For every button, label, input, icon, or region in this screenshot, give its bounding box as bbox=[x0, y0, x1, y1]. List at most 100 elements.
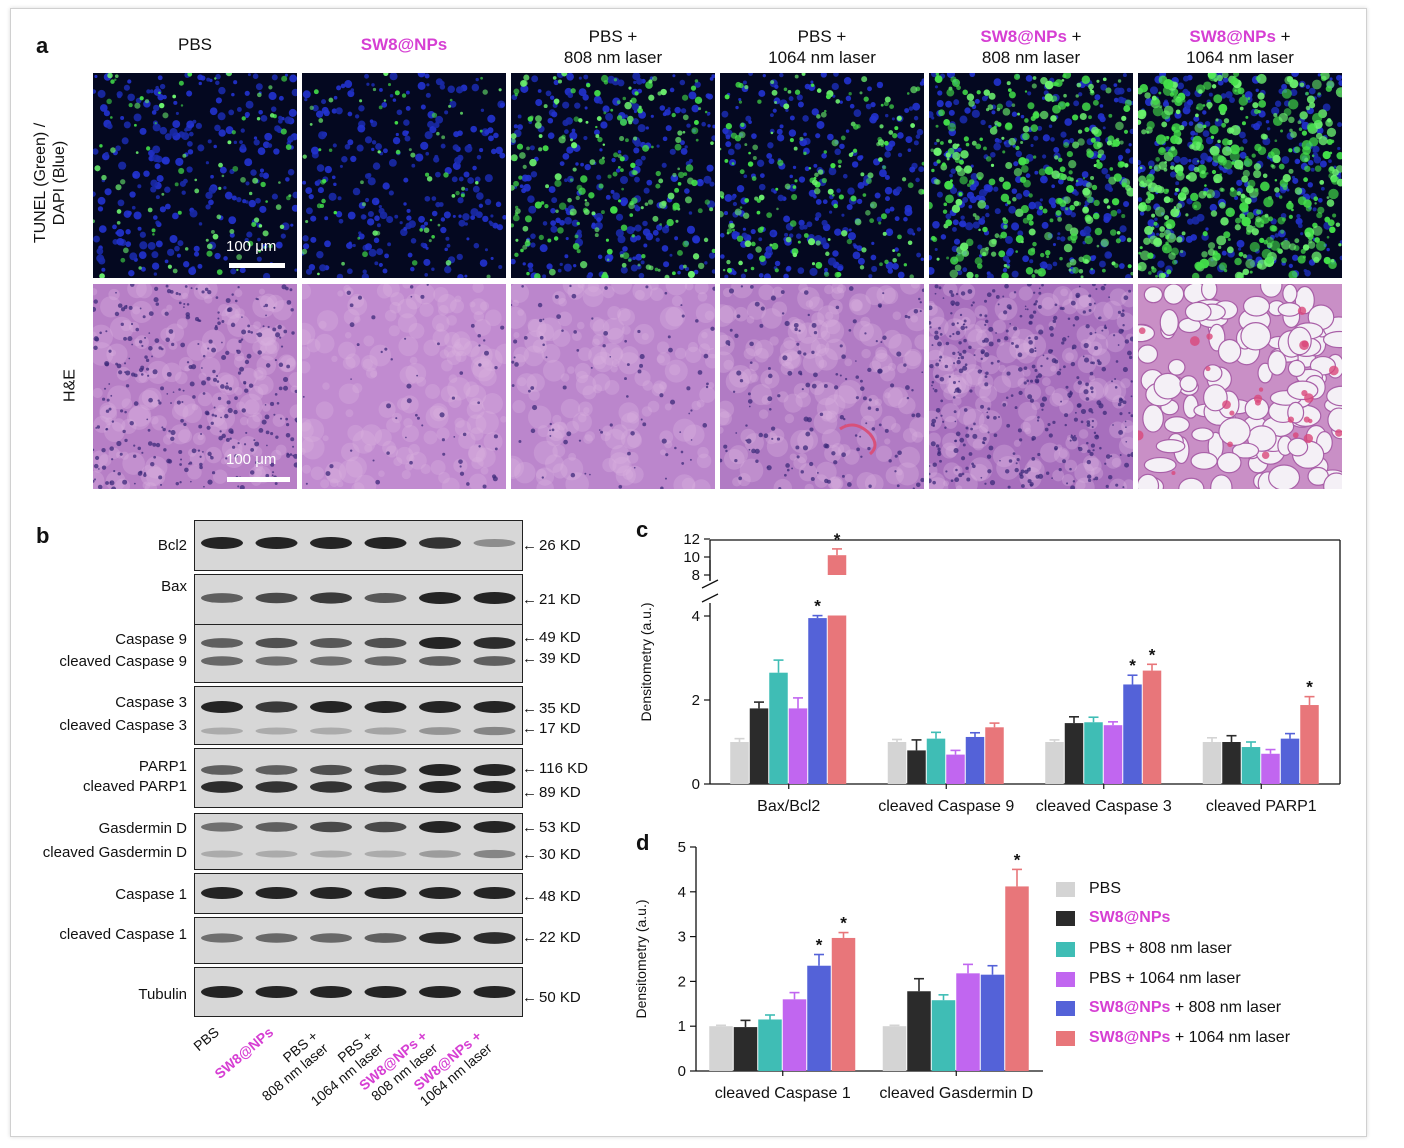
bar bbox=[788, 708, 808, 784]
bar bbox=[1064, 723, 1084, 784]
y-tick-label: 12 bbox=[683, 531, 700, 548]
y-tick-label: 0 bbox=[692, 776, 700, 793]
bar bbox=[926, 738, 946, 784]
panel-label-b: b bbox=[36, 523, 50, 548]
axis-break-mark bbox=[701, 579, 719, 589]
scale-bar-label-tunel: 100 μm bbox=[226, 238, 277, 255]
significance-star: * bbox=[1129, 656, 1136, 675]
bar bbox=[980, 974, 1005, 1071]
y-tick-label: 4 bbox=[678, 884, 686, 901]
arrow-left-icon: ← bbox=[522, 591, 537, 608]
kd-label: 39 KD bbox=[539, 650, 581, 667]
legend-swatch bbox=[1056, 941, 1075, 957]
arrow-left-icon: ← bbox=[522, 989, 537, 1006]
legend-label: PBS bbox=[1089, 880, 1122, 897]
protein-label: cleaved Caspase 9 bbox=[59, 653, 187, 670]
column-title-main: PBS + bbox=[588, 27, 638, 46]
protein-label: cleaved Caspase 3 bbox=[59, 717, 187, 734]
bar bbox=[1300, 705, 1319, 784]
bar bbox=[769, 672, 788, 784]
bar bbox=[827, 555, 847, 575]
bar bbox=[907, 991, 931, 1071]
bar bbox=[733, 1027, 758, 1071]
legend-swatch bbox=[1056, 1000, 1075, 1016]
bar bbox=[1103, 725, 1123, 784]
blot-strip bbox=[194, 520, 523, 571]
column-title-main: PBS bbox=[177, 35, 213, 54]
kd-marker: ← 39 KD bbox=[522, 650, 581, 667]
bar bbox=[1142, 670, 1162, 784]
arrow-left-icon: ← bbox=[522, 700, 537, 717]
y-axis-label: Densitometry (a.u.) bbox=[638, 602, 654, 721]
bar bbox=[907, 750, 926, 784]
blot-strip bbox=[194, 813, 523, 870]
legend-item: SW8@NPs + 808 nm laser bbox=[1056, 997, 1281, 1019]
y-tick-label: 8 bbox=[692, 567, 700, 584]
legend-swatch bbox=[1056, 910, 1075, 926]
kd-marker: ← 116 KD bbox=[522, 760, 588, 777]
legend-label-highlight: SW8@NPs bbox=[1089, 909, 1171, 926]
blot-strip bbox=[194, 967, 523, 1017]
column-title-line1: SW8@NPs + bbox=[1140, 26, 1340, 47]
legend-label: + 1064 nm laser bbox=[1170, 1029, 1291, 1046]
legend-swatch bbox=[1056, 1030, 1075, 1046]
tunel-image bbox=[720, 73, 924, 278]
kd-label: 26 KD bbox=[539, 537, 581, 554]
he-image bbox=[302, 284, 506, 489]
bar bbox=[946, 754, 965, 784]
x-tick-label: cleaved Caspase 1 bbox=[715, 1085, 851, 1102]
blot-strip bbox=[194, 686, 523, 745]
legend-item: SW8@NPs + 1064 nm laser bbox=[1056, 1027, 1290, 1049]
column-title-line1: SW8@NPs + bbox=[931, 26, 1131, 47]
significance-star: * bbox=[1306, 678, 1313, 697]
column-title-line1: PBS + bbox=[722, 26, 922, 47]
column-title-line2: 1064 nm laser bbox=[768, 48, 876, 67]
bar bbox=[882, 1026, 907, 1071]
protein-label: PARP1 bbox=[138, 758, 187, 775]
blot-strip bbox=[194, 873, 523, 914]
chart-d: 0 1 2 3 4 5 Densitometry (a.u.) * * cleaved Caspa… bbox=[633, 839, 1043, 1102]
bar bbox=[931, 1000, 956, 1071]
protein-label: Gasdermin D bbox=[98, 820, 187, 837]
scale-bar-label-he: 100 μm bbox=[226, 451, 277, 468]
tunel-image bbox=[93, 73, 297, 278]
kd-marker: ← 17 KD bbox=[522, 720, 581, 737]
scale-bar-tunel bbox=[229, 263, 285, 268]
column-title-main: SW8@NPs bbox=[980, 27, 1067, 46]
arrow-left-icon: ← bbox=[522, 846, 537, 863]
arrow-left-icon: ← bbox=[522, 888, 537, 905]
arrow-left-icon: ← bbox=[522, 629, 537, 646]
arrow-left-icon: ← bbox=[522, 819, 537, 836]
x-tick-label: cleaved Caspase 3 bbox=[1036, 798, 1172, 815]
kd-label: 116 KD bbox=[539, 760, 588, 777]
legend-swatch bbox=[1056, 881, 1075, 897]
bar bbox=[887, 742, 907, 784]
legend-item: PBS + 808 nm laser bbox=[1056, 938, 1232, 960]
significance-star: * bbox=[834, 530, 841, 549]
bar bbox=[1261, 753, 1280, 784]
column-title-main: PBS + bbox=[797, 27, 847, 46]
kd-label: 50 KD bbox=[539, 989, 581, 1006]
arrow-left-icon: ← bbox=[522, 720, 537, 737]
significance-star: * bbox=[1014, 850, 1021, 869]
arrow-left-icon: ← bbox=[522, 784, 537, 801]
legend-item: SW8@NPs bbox=[1056, 907, 1170, 929]
column-title-line2: 808 nm laser bbox=[563, 48, 663, 67]
kd-label: 21 KD bbox=[539, 591, 581, 608]
column-title-main: SW8@NPs bbox=[1189, 27, 1276, 46]
column-title-line2: 1064 nm laser bbox=[1186, 48, 1294, 67]
he-image bbox=[511, 284, 715, 489]
column-title-suffix: + bbox=[1066, 27, 1082, 46]
kd-label: 35 KD bbox=[539, 700, 581, 717]
kd-label: 49 KD bbox=[539, 629, 581, 646]
arrow-left-icon: ← bbox=[522, 760, 537, 777]
y-axis-label: Densitometry (a.u.) bbox=[633, 899, 649, 1018]
kd-label: 53 KD bbox=[539, 819, 581, 836]
column-title-line1: SW8@NPs bbox=[304, 34, 504, 55]
x-tick-label: cleaved Gasdermin D bbox=[879, 1085, 1033, 1102]
bar bbox=[965, 736, 985, 784]
axis-break-mark bbox=[701, 593, 719, 603]
row-label-tunel-line2: DAPI (Blue) bbox=[51, 140, 68, 226]
blot-strip bbox=[194, 624, 523, 683]
